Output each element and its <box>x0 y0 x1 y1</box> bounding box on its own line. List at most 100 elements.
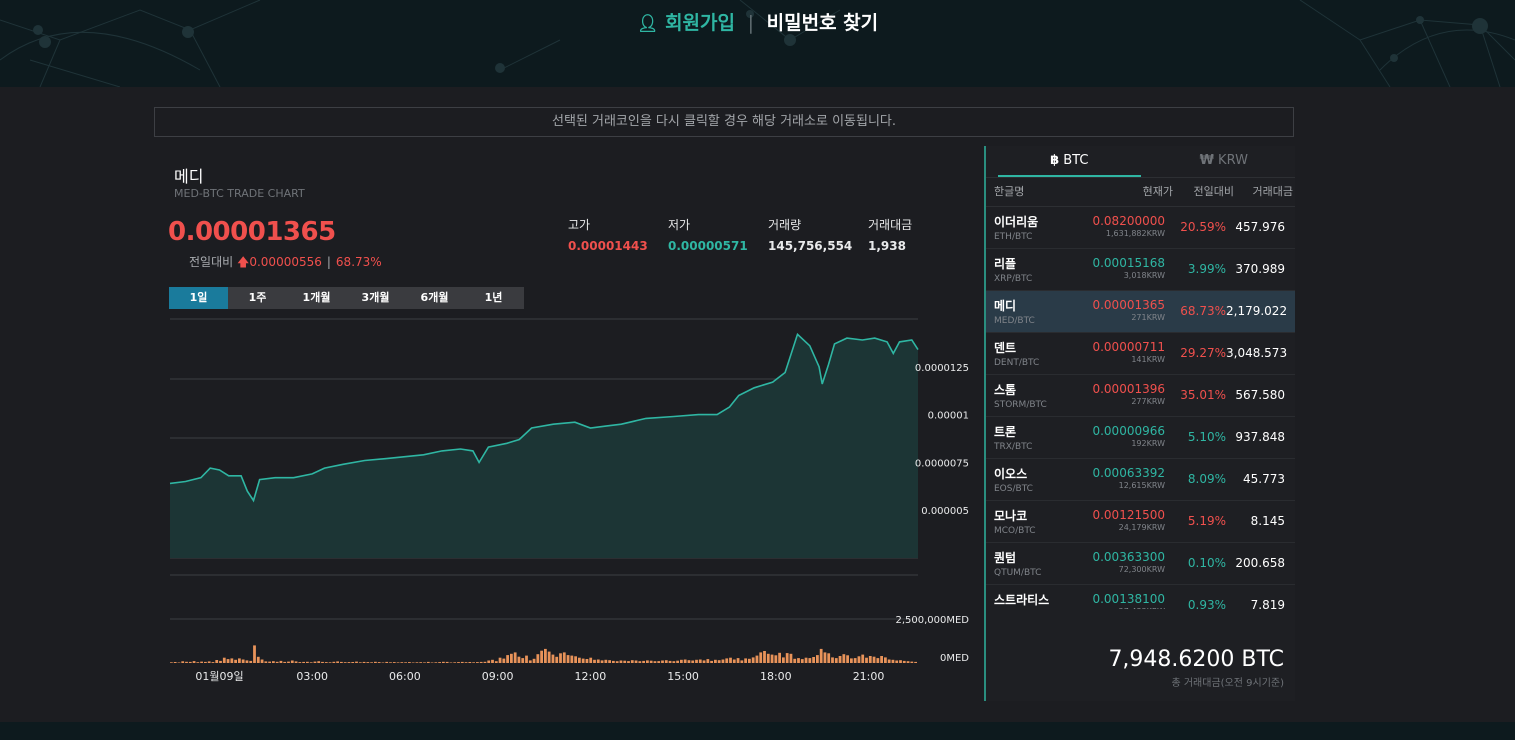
market-row[interactable]: 모나코 MCO/BTC 0.00121500 24,179KRW 5.19% 8.145 <box>986 501 1295 543</box>
volume-bar <box>676 660 679 663</box>
price-cell: 0.00121500 24,179KRW <box>1081 501 1165 542</box>
market-row[interactable]: 퀀텀 QTUM/BTC 0.00363300 72,300KRW 0.10% 200.65… <box>986 543 1295 585</box>
volume-bar <box>759 652 763 663</box>
col-change[interactable]: 전일대비 <box>1193 185 1234 198</box>
volume-bar <box>570 655 574 663</box>
daily-change: 전일대비 🡅︎0.00000556 | 68.73% <box>189 253 382 274</box>
market-tabs: ฿ BTC ₩ KRW <box>986 146 1295 178</box>
volume-bar <box>846 655 849 663</box>
tab-6-months[interactable]: 6개월 <box>420 291 449 304</box>
volume-bar <box>483 661 487 663</box>
volume-bar <box>196 662 200 663</box>
volume-bar <box>347 662 351 663</box>
coin-symbol: QTUM/BTC <box>994 568 1042 578</box>
volume-bar <box>555 656 559 663</box>
volume-bar <box>596 659 600 663</box>
volume-bar <box>789 653 793 663</box>
volume-bar <box>238 658 241 663</box>
volume-bar <box>525 655 528 663</box>
volume-bar <box>785 653 789 663</box>
volume-bar <box>680 659 683 663</box>
volume-bar <box>695 659 698 663</box>
volume-bar <box>838 656 842 663</box>
volume-bar <box>600 660 604 663</box>
coin-symbol: MCO/BTC <box>994 526 1036 536</box>
market-row[interactable]: 스트라티스STRAT/BTC0.0013810027,483KRW0.93%7.… <box>986 585 1295 609</box>
volume-bar <box>268 661 271 663</box>
change-label: 전일대비 <box>189 255 234 269</box>
volume-bar <box>332 661 336 663</box>
volume-bar <box>721 659 725 663</box>
volume-bar <box>366 662 370 663</box>
coin-cell: 리플 XRP/BTC <box>986 249 1081 290</box>
coin-krw-price: 271KRW <box>1131 313 1165 322</box>
volume-bar <box>211 662 215 663</box>
volume-bar <box>774 655 778 663</box>
volume-bar <box>657 661 661 663</box>
tab-1-month[interactable]: 1개월 <box>302 291 331 304</box>
volume-bar <box>812 657 815 663</box>
volume-bar <box>188 661 192 663</box>
volume-bar <box>910 661 914 663</box>
tab-1-day[interactable]: 1일 <box>169 287 228 309</box>
network-background <box>0 0 1515 87</box>
x-tick-label: 06:00 <box>389 670 421 683</box>
tab-1-year[interactable]: 1년 <box>484 291 503 304</box>
change-divider: | <box>326 255 331 269</box>
volume-bar <box>804 657 808 663</box>
volume-bar <box>226 659 230 663</box>
stat-low: 저가 0.00000571 <box>668 216 748 253</box>
coin-change: 5.19% <box>1187 514 1226 528</box>
volume-bar <box>717 660 721 663</box>
market-row[interactable]: 이더리움 ETH/BTC 0.08200000 1,631,882KRW 20.59% 4… <box>986 207 1295 249</box>
main-panel: 선택된 거래코인을 다시 클릭할 경우 해당 거래소로 이동됩니다. 메디 ME… <box>0 87 1515 722</box>
tab-1-week[interactable]: 1주 <box>248 291 267 304</box>
price-tick-label: 0.0000125 <box>915 363 969 374</box>
price-chart[interactable]: 0.0000125 0.00001 0.0000075 0.000005 2,500,0… <box>0 87 980 722</box>
volume-bar <box>328 662 332 663</box>
volume-bar <box>559 653 562 663</box>
volume-bar <box>370 662 373 663</box>
tab-btc[interactable]: ฿ BTC <box>998 146 1141 177</box>
coin-change: 0.93% <box>1187 598 1226 609</box>
volume-bar <box>502 658 506 663</box>
market-row[interactable]: 이오스 EOS/BTC 0.00063392 12,615KRW 8.09% 45.773 <box>986 459 1295 501</box>
volume-bar <box>668 660 672 663</box>
market-row[interactable]: 메디 MED/BTC 0.00001365 271KRW 68.73% 2,179.022 <box>986 291 1295 333</box>
stat-value: 1,938 <box>868 239 906 253</box>
market-row[interactable]: 덴트 DENT/BTC 0.00000711 141KRW 29.27% 3,048.57… <box>986 333 1295 375</box>
coin-symbol: STORM/BTC <box>994 400 1047 410</box>
volume-bar <box>646 660 649 663</box>
col-volume[interactable]: 거래대금 <box>1252 185 1293 198</box>
coin-cell: 스톰 STORM/BTC <box>986 375 1081 416</box>
coin-price: 0.00363300 <box>1092 550 1165 564</box>
volume-bar <box>808 658 812 663</box>
find-password-link[interactable]: 비밀번호 찾기 <box>766 12 879 34</box>
volume-bar <box>865 657 868 663</box>
volume-bar <box>290 660 294 663</box>
coin-krw-price: 192KRW <box>1131 439 1165 448</box>
market-row[interactable]: 스톰 STORM/BTC 0.00001396 277KRW 35.01% 567.580 <box>986 375 1295 417</box>
coin-volume: 7.819 <box>1250 598 1285 609</box>
market-row[interactable]: 리플 XRP/BTC 0.00015168 3,018KRW 3.99% 370.989 <box>986 249 1295 291</box>
volume-bar <box>547 651 551 663</box>
price-cell: 0.08200000 1,631,882KRW <box>1081 207 1165 248</box>
col-price[interactable]: 현재가 <box>1142 185 1173 198</box>
volume-bar <box>449 662 453 663</box>
signup-link[interactable]: 회원가입 <box>665 12 735 34</box>
col-name[interactable]: 한글명 <box>994 185 1025 198</box>
volume-bar <box>800 659 804 663</box>
volume-bar <box>612 660 615 663</box>
market-row[interactable]: 트론 TRX/BTC 0.00000966 192KRW 5.10% 937.848 <box>986 417 1295 459</box>
volume-bar <box>264 661 268 663</box>
volume-bar <box>472 662 475 663</box>
coin-volume: 45.773 <box>1243 472 1285 486</box>
volume-bar <box>517 656 521 663</box>
market-rows[interactable]: 이더리움 ETH/BTC 0.08200000 1,631,882KRW 20.59% 4… <box>986 207 1295 609</box>
price-line <box>169 332 919 503</box>
tab-3-months[interactable]: 3개월 <box>361 291 390 304</box>
tab-krw[interactable]: ₩ KRW <box>1153 146 1296 177</box>
coin-krw-price: 72,300KRW <box>1118 565 1165 574</box>
volume-bar <box>453 662 457 663</box>
volume-bar <box>736 658 740 663</box>
